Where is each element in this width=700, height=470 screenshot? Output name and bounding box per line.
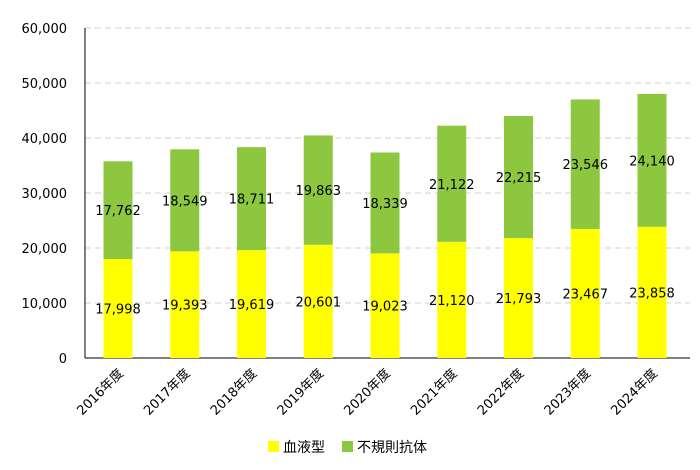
bar-segment-irregular-antibody (237, 147, 266, 251)
y-tick-label: 20,000 (22, 242, 68, 257)
data-label: 21,793 (496, 292, 542, 307)
x-tick-label: 2018年度 (207, 366, 260, 419)
x-tick-label: 2022年度 (474, 366, 527, 419)
bar-segment-irregular-antibody (637, 94, 667, 227)
bar-segment-blood-type (637, 226, 667, 358)
bar-segment-irregular-antibody (437, 125, 467, 242)
data-label: 21,120 (429, 294, 475, 309)
data-label: 24,140 (629, 154, 675, 169)
data-label: 19,619 (229, 298, 275, 313)
data-label: 18,549 (162, 194, 208, 209)
bar-segment-blood-type (437, 241, 467, 358)
data-label: 19,393 (162, 299, 208, 314)
y-tick-label: 30,000 (22, 187, 68, 202)
bar-segment-blood-type (170, 251, 200, 358)
x-tick-label: 2019年度 (274, 366, 327, 419)
legend-label: 不規則抗体 (357, 440, 427, 456)
data-label: 17,762 (95, 204, 141, 219)
data-label: 18,339 (362, 197, 408, 212)
bar-segment-irregular-antibody (303, 135, 333, 245)
x-tick-label: 2020年度 (341, 366, 394, 419)
y-tick-label: 40,000 (22, 132, 68, 147)
legend-swatch-blood-type (268, 441, 279, 452)
bar-segment-blood-type (303, 244, 333, 358)
data-label: 23,467 (563, 287, 609, 302)
y-tick-label: 50,000 (22, 77, 68, 92)
legend-label: 血液型 (283, 440, 325, 456)
bar-segment-irregular-antibody (570, 99, 600, 229)
bar-segment-blood-type (103, 259, 133, 358)
y-tick-label: 60,000 (22, 22, 68, 37)
data-label: 19,023 (362, 300, 408, 315)
data-label: 23,858 (629, 286, 675, 301)
x-tick-label: 2016年度 (74, 366, 127, 419)
data-label: 18,711 (229, 193, 275, 208)
bar-segment-blood-type (370, 253, 400, 358)
bar-segment-blood-type (237, 250, 266, 358)
data-label: 23,546 (563, 158, 609, 173)
x-tick-label: 2017年度 (140, 366, 193, 419)
data-label: 21,122 (429, 178, 475, 193)
bar-segment-blood-type (504, 238, 533, 358)
bar-segment-irregular-antibody (504, 115, 533, 239)
y-tick-label: 10,000 (22, 297, 68, 312)
legend-swatch-irregular-antibody (342, 441, 353, 452)
data-label: 17,998 (95, 303, 141, 318)
data-label: 22,215 (496, 171, 542, 186)
bar-segment-irregular-antibody (370, 152, 400, 254)
data-label: 19,863 (296, 184, 342, 199)
bar-segment-irregular-antibody (170, 149, 200, 252)
x-tick-label: 2023年度 (541, 366, 594, 419)
y-tick-label: 0 (59, 352, 67, 367)
data-label: 20,601 (296, 295, 342, 310)
bar-segment-irregular-antibody (103, 161, 133, 260)
x-tick-label: 2021年度 (407, 366, 460, 419)
x-tick-label: 2024年度 (608, 366, 661, 419)
bar-segment-blood-type (570, 228, 600, 358)
